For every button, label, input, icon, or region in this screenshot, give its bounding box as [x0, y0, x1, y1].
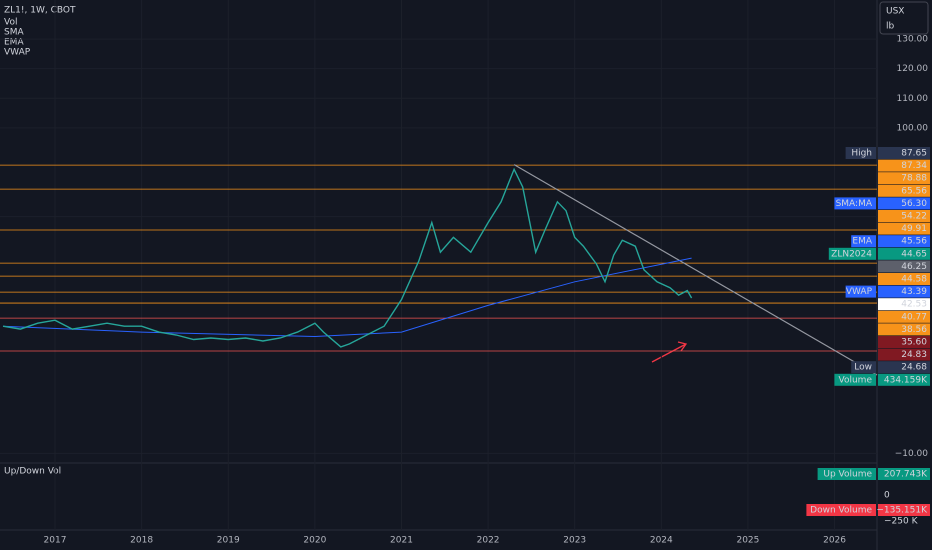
indicator: SMA	[4, 28, 24, 38]
indicator: Vol	[4, 18, 17, 28]
price-label: 35.60	[901, 338, 927, 348]
price-label-bg	[878, 235, 930, 248]
x-tick-label: 2022	[477, 536, 500, 546]
price-label-name: ZLN2024	[831, 249, 872, 259]
vol-label: 0	[884, 491, 890, 501]
price-label-name-bg	[828, 247, 876, 260]
x-tick-label: 2017	[44, 536, 67, 546]
price-label-name-bg	[834, 373, 876, 386]
vol-label-name-bg	[806, 504, 876, 516]
vol-label-bg	[878, 468, 930, 480]
price-label-name-bg	[834, 197, 876, 210]
x-tick-label: 2020	[303, 536, 326, 546]
price-label-name-bg	[851, 361, 876, 374]
price-label-bg	[878, 348, 930, 361]
price-label: 40.77	[901, 312, 927, 322]
price-label-name-bg	[845, 147, 876, 159]
price-line	[2, 167, 693, 348]
y-tick-label: 110.00	[897, 94, 929, 104]
x-tick-label: 2026	[823, 536, 846, 546]
price-label: 87.34	[901, 161, 927, 171]
price-label: 38.56	[901, 325, 927, 335]
price-label-name: SMA:MA	[836, 199, 873, 209]
indicator: EMA	[4, 38, 24, 48]
price-label-bg	[878, 310, 930, 323]
price-label-bg	[878, 273, 930, 285]
unit-box[interactable]	[879, 1, 929, 35]
price-label: 78.88	[901, 174, 927, 184]
price-label-name: High	[851, 149, 872, 159]
price-label-bg	[878, 184, 930, 197]
price-label: 65.56	[901, 186, 927, 196]
price-label: 44.58	[901, 275, 927, 285]
arrow	[651, 341, 688, 363]
y-tick-label: 130.00	[897, 35, 929, 45]
price-label-bg	[878, 210, 930, 222]
price-label: 43.39	[901, 287, 927, 297]
trendline	[513, 164, 878, 376]
price-label-name: Low	[854, 363, 872, 373]
price-label-bg	[878, 323, 930, 336]
currency[interactable]: USX	[886, 7, 904, 17]
price-label-bg	[878, 147, 930, 159]
price-label-bg	[878, 298, 930, 311]
y-tick-label: −10.00	[895, 449, 929, 459]
x-tick-label: 2019	[217, 536, 240, 546]
price-label-bg	[878, 361, 930, 374]
price-label: 49.91	[901, 224, 927, 234]
x-tick-label: 2025	[736, 536, 759, 546]
price-label-bg	[878, 197, 930, 210]
vol-label-name: Down Volume	[810, 506, 872, 516]
price-label: 42.53	[901, 300, 927, 310]
x-tick-label: 2021	[390, 536, 413, 546]
x-tick-label: 2023	[563, 536, 586, 546]
price-label-name: Volume	[839, 375, 873, 385]
vol-label-name-bg	[817, 468, 876, 480]
x-tick-label: 2018	[130, 536, 153, 546]
price-label: 24.68	[901, 363, 927, 373]
vol-label: 207.743K	[884, 470, 928, 480]
y-tick-label: 100.00	[897, 123, 929, 133]
price-label: 44.65	[901, 249, 927, 259]
vol-label-bg	[878, 504, 930, 516]
vol-label: −250 K	[884, 517, 919, 527]
price-label: 45.56	[901, 237, 927, 247]
price-label-bg	[878, 285, 930, 298]
lower-pane-title: Up/Down Vol	[4, 467, 61, 477]
price-label-bg	[878, 222, 930, 235]
price-label-name: EMA	[852, 237, 872, 247]
price-label-bg	[878, 159, 930, 172]
indicator: VWAP	[4, 48, 31, 58]
chart-title: ZL1!, 1W, CBOT	[4, 6, 76, 16]
price-label: 87.65	[901, 149, 927, 159]
price-label-bg	[878, 247, 930, 260]
y-tick-label: 120.00	[897, 64, 929, 74]
price-label-name: VWAP	[846, 287, 873, 297]
price-label-bg	[878, 373, 930, 386]
price-label-bg	[878, 172, 930, 185]
price-label-bg	[878, 336, 930, 348]
x-tick-label: 2024	[650, 536, 673, 546]
price-label-name-bg	[851, 235, 876, 248]
price-label: 46.25	[901, 262, 927, 272]
price-label: 54.22	[901, 212, 927, 222]
price-label: 434.159K	[884, 375, 928, 385]
sma-line	[2, 257, 692, 338]
price-label: 24.83	[901, 350, 927, 360]
vol-label: −135.151K	[876, 506, 928, 516]
price-label-name-bg	[845, 285, 876, 298]
vol-label-name: Up Volume	[823, 470, 872, 480]
unit[interactable]: lb	[886, 22, 895, 32]
price-label: 56.30	[901, 199, 927, 209]
price-label-bg	[878, 260, 930, 273]
